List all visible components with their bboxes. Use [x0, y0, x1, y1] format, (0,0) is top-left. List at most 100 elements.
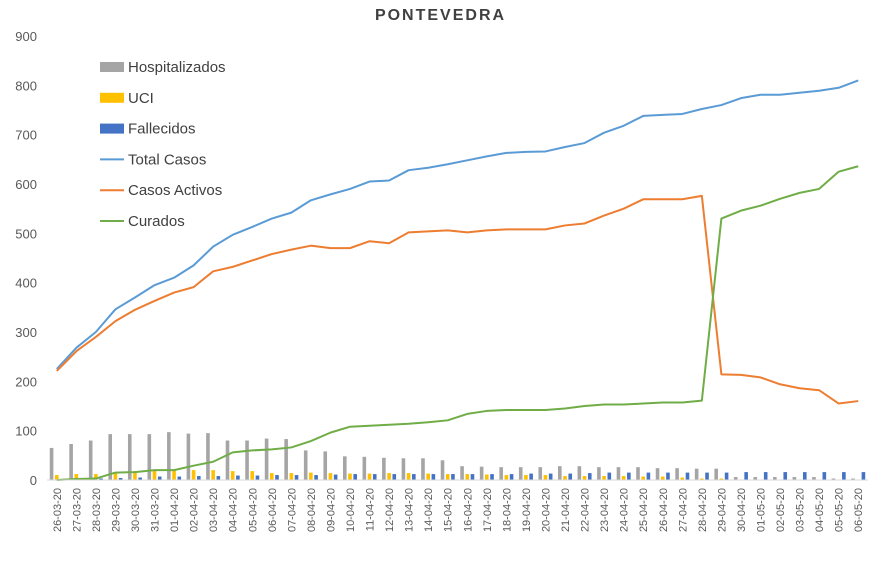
x-tick-label: 11-04-20 — [365, 488, 377, 531]
bar-hospitalizados — [206, 433, 210, 480]
legend-swatch-uci — [100, 92, 124, 103]
bar-fallecidos — [587, 473, 592, 480]
bar-fallecidos — [177, 476, 182, 480]
y-tick-label: 800 — [15, 78, 37, 93]
bar-fallecidos — [744, 472, 748, 480]
x-tick-label: 13-04-20 — [404, 488, 416, 532]
x-tick-label: 26-03-20 — [52, 488, 64, 532]
legend-label-uci: UCI — [128, 90, 154, 107]
bar-hospitalizados — [831, 478, 836, 480]
bar-hospitalizados — [147, 434, 152, 480]
bar-fallecidos — [294, 475, 299, 480]
bar-uci — [211, 470, 215, 480]
bar-hospitalizados — [88, 440, 93, 480]
bar-hospitalizados — [518, 467, 523, 480]
x-tick-label: 07-04-20 — [286, 488, 298, 532]
bar-hospitalizados — [812, 477, 816, 480]
bar-uci — [230, 471, 235, 480]
bar-uci — [191, 470, 196, 480]
bar-uci — [621, 476, 626, 480]
bar-fallecidos — [724, 472, 729, 480]
bar-hospitalizados — [421, 458, 425, 480]
bars-layer — [49, 432, 866, 480]
bar-fallecidos — [627, 472, 631, 480]
bar-hospitalizados — [69, 443, 73, 480]
bar-uci — [426, 473, 430, 480]
bar-hospitalizados — [753, 477, 758, 480]
bar-uci — [133, 471, 137, 480]
lines-layer — [56, 79, 859, 481]
x-tick-label: 01-04-20 — [169, 488, 181, 532]
bar-uci — [289, 473, 294, 480]
bar-hospitalizados — [616, 467, 621, 480]
x-tick-label: 22-04-20 — [580, 488, 592, 532]
line-curados — [56, 165, 859, 481]
bar-hospitalizados — [323, 451, 328, 480]
bar-hospitalizados — [655, 468, 660, 480]
bar-uci — [269, 473, 274, 480]
bar-fallecidos — [372, 474, 377, 480]
bar-fallecidos — [666, 472, 670, 480]
line-total-casos — [56, 79, 859, 370]
legend-label-curados: Curados — [128, 213, 185, 230]
x-tick-label: 21-04-20 — [560, 488, 572, 532]
bar-hospitalizados — [577, 466, 582, 480]
bar-uci — [94, 474, 98, 480]
y-tick-label: 200 — [15, 374, 37, 389]
bar-fallecidos — [392, 474, 397, 480]
y-tick-label: 500 — [15, 226, 37, 241]
bar-hospitalizados — [499, 467, 503, 480]
x-tick-label: 10-04-20 — [345, 488, 357, 532]
x-tick-label: 31-03-20 — [150, 488, 162, 532]
x-tick-label: 28-04-20 — [697, 488, 709, 532]
legend-label-casos-activos: Casos Activos — [128, 182, 222, 199]
y-tick-label: 400 — [15, 276, 37, 291]
bar-fallecidos — [783, 472, 788, 480]
bar-uci — [113, 472, 118, 480]
x-tick-label: 06-05-20 — [853, 488, 865, 532]
bar-fallecidos — [275, 475, 279, 480]
x-tick-label: 02-04-20 — [189, 488, 201, 532]
bar-uci — [54, 475, 59, 480]
bar-uci — [641, 476, 646, 480]
bar-hospitalizados — [675, 468, 679, 480]
x-tick-label: 30-04-20 — [736, 488, 748, 532]
x-tick-label: 02-05-20 — [775, 488, 787, 532]
bar-fallecidos — [157, 476, 162, 480]
bar-hospitalizados — [401, 458, 406, 480]
bar-hospitalizados — [440, 460, 445, 480]
y-tick-label: 100 — [15, 424, 37, 439]
x-tick-label: 16-04-20 — [462, 488, 474, 532]
bar-hospitalizados — [108, 434, 113, 480]
bar-hospitalizados — [714, 468, 718, 480]
bar-hospitalizados — [167, 432, 171, 480]
x-tick-label: 01-05-20 — [755, 488, 767, 532]
bar-uci — [445, 474, 450, 480]
x-tick-label: 27-04-20 — [677, 488, 689, 532]
bar-uci — [485, 474, 489, 480]
bar-hospitalizados — [362, 456, 367, 480]
bar-fallecidos — [431, 474, 436, 480]
y-tick-label: 0 — [30, 473, 37, 488]
bar-fallecidos — [412, 474, 416, 480]
bar-fallecidos — [255, 475, 260, 480]
bar-uci — [543, 475, 548, 480]
bar-fallecidos — [490, 474, 494, 480]
bar-hospitalizados — [245, 440, 249, 480]
bar-hospitalizados — [694, 468, 699, 480]
bar-uci — [602, 476, 606, 480]
bar-hospitalizados — [460, 466, 464, 480]
x-tick-label: 04-05-20 — [814, 488, 826, 532]
bar-fallecidos — [822, 472, 827, 480]
bar-fallecidos — [333, 474, 338, 480]
bar-uci — [250, 471, 255, 480]
bar-fallecidos — [118, 478, 123, 480]
bar-fallecidos — [861, 472, 866, 480]
bar-hospitalizados — [342, 456, 347, 480]
bar-uci — [172, 470, 176, 480]
bar-uci — [504, 475, 509, 480]
x-tick-label: 05-05-20 — [834, 488, 846, 532]
legend-label-fallecidos: Fallecidos — [128, 121, 196, 138]
bar-fallecidos — [607, 472, 612, 480]
bar-hospitalizados — [792, 477, 797, 480]
